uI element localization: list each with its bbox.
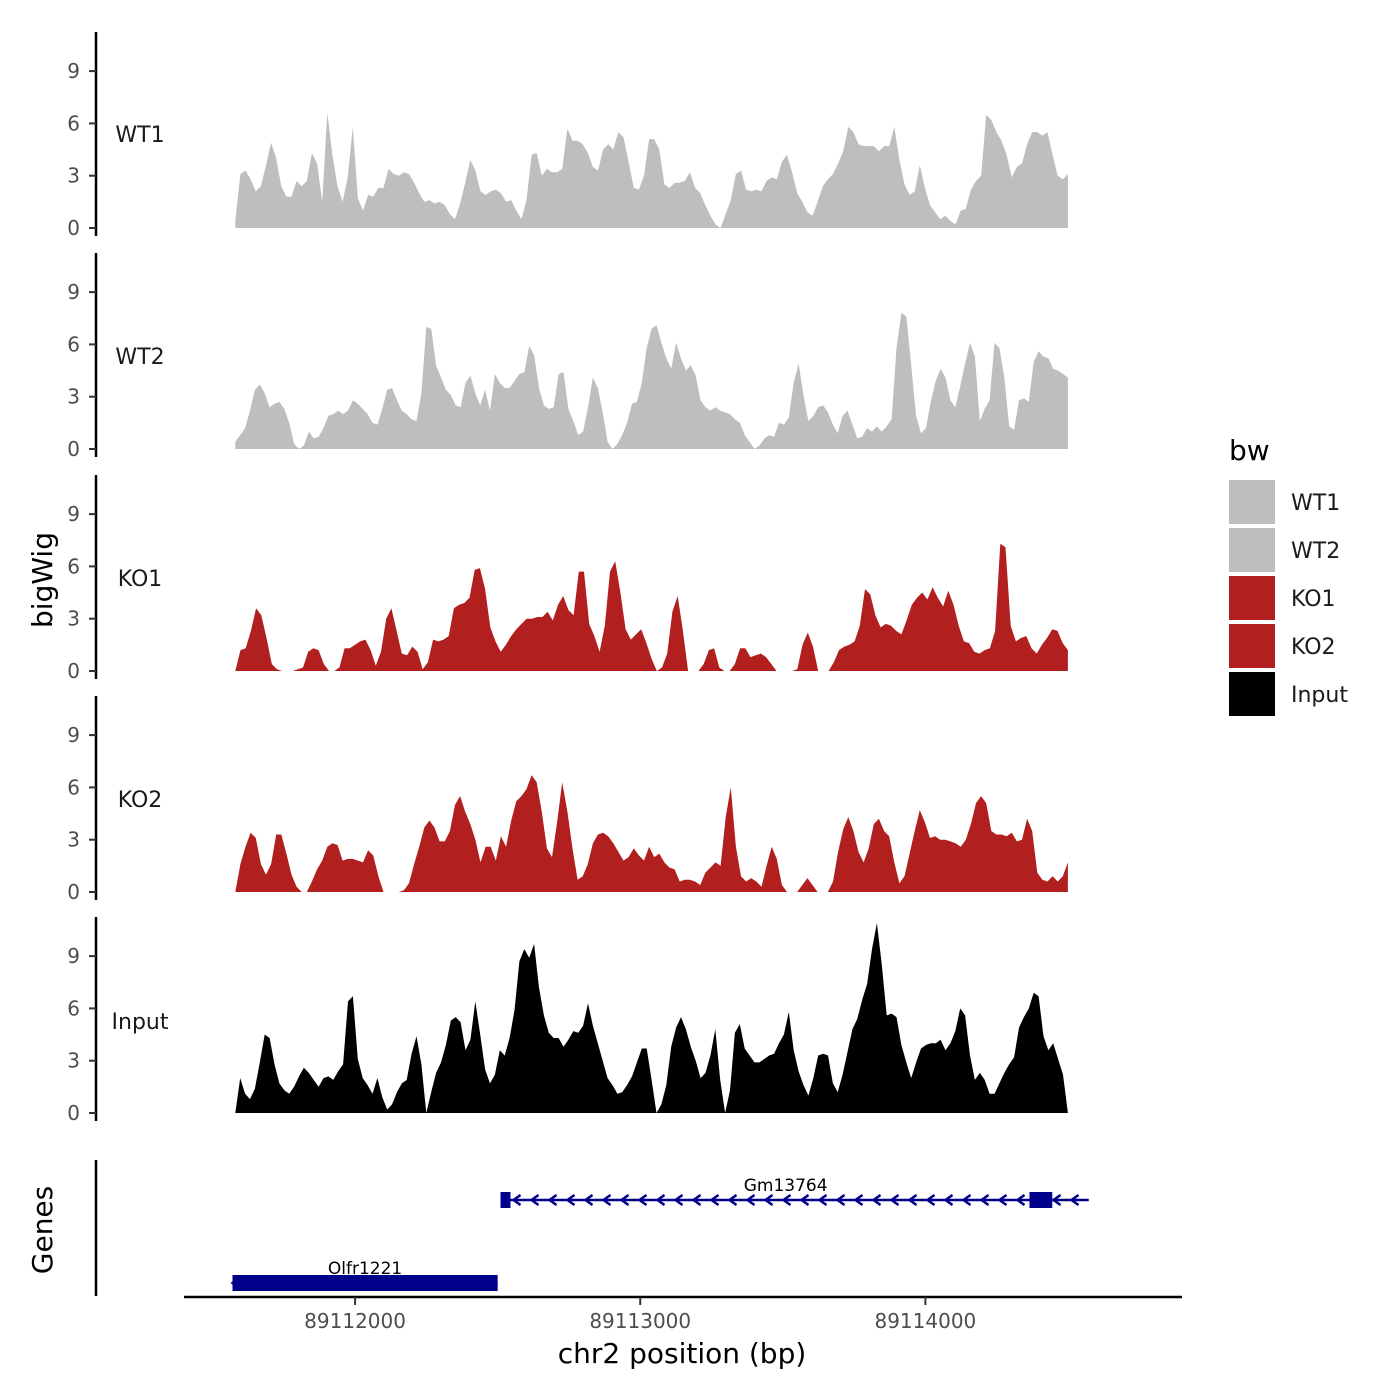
strand-arrow-icon	[673, 1193, 684, 1207]
strand-arrow-icon	[979, 1193, 990, 1207]
legend-title: bw	[1229, 434, 1270, 467]
strand-arrow-icon	[763, 1193, 774, 1207]
strand-arrow-icon	[1069, 1193, 1080, 1207]
coverage-area-ko2	[235, 775, 1068, 892]
track-label-input: Input	[112, 1010, 169, 1035]
strand-arrow-icon	[637, 1193, 648, 1207]
x-tick-label: 89114000	[874, 1309, 976, 1333]
strand-arrow-icon	[799, 1193, 810, 1207]
strand-arrow-icon	[961, 1193, 972, 1207]
coverage-area-wt1	[235, 112, 1068, 228]
legend-label-input: Input	[1291, 683, 1348, 708]
gene-olfr1221: Olfr1221	[230, 1259, 498, 1291]
legend-key-wt2	[1229, 528, 1275, 572]
y-tick-label: 3	[67, 828, 80, 852]
panel-input: 0 3 6 9	[67, 917, 1068, 1125]
strand-arrow-icon	[691, 1193, 702, 1207]
strand-arrow-icon	[619, 1193, 630, 1207]
coverage-area-input	[235, 923, 1068, 1113]
legend: bw WT1 WT2 KO1 KO2 Input	[1229, 434, 1348, 716]
y-axis-title: bigWig	[26, 532, 59, 628]
strand-arrow-icon	[529, 1193, 540, 1207]
strand-arrow-icon	[1051, 1193, 1062, 1207]
legend-label-ko1: KO1	[1291, 587, 1336, 612]
strand-arrow-icon	[511, 1193, 522, 1207]
legend-label-ko2: KO2	[1291, 635, 1336, 660]
track-label-wt2: WT2	[115, 345, 164, 370]
genes-axis-title: Genes	[26, 1186, 59, 1274]
strand-arrow-icon	[601, 1193, 612, 1207]
y-tick-label: 3	[67, 385, 80, 409]
legend-key-ko1	[1229, 576, 1275, 620]
coverage-area-ko1	[235, 543, 1068, 671]
strand-arrow-icon	[230, 1277, 239, 1289]
panel-wt1: 0 3 6 9	[67, 32, 1068, 240]
track-label-ko2: KO2	[118, 788, 163, 813]
y-tick-label: 9	[67, 944, 80, 968]
y-tick-label: 6	[67, 111, 80, 135]
y-tick-label: 9	[67, 59, 80, 83]
x-axis-title: chr2 position (bp)	[558, 1337, 807, 1370]
legend-key-ko2	[1229, 624, 1275, 668]
gene-exon	[500, 1192, 511, 1208]
strand-arrow-icon	[655, 1193, 666, 1207]
legend-key-wt1	[1229, 480, 1275, 524]
panel-ko2: 0 3 6 9	[67, 696, 1068, 904]
strand-arrow-icon	[583, 1193, 594, 1207]
track-label-ko1: KO1	[118, 567, 163, 592]
coverage-panels: 0 3 6 9 0 3 6 9 0 3 6 9 0 3 6 9 0 3 6 9	[67, 32, 1068, 1125]
strand-arrow-icon	[709, 1193, 720, 1207]
strand-arrow-icon	[1015, 1193, 1026, 1207]
y-tick-label: 6	[67, 996, 80, 1020]
panel-ko1: 0 3 6 9	[67, 475, 1068, 683]
strand-arrow-icon	[565, 1193, 576, 1207]
gene-exon	[232, 1275, 498, 1291]
legend-key-input	[1229, 672, 1275, 716]
strand-arrow-icon	[817, 1193, 828, 1207]
strand-arrow-icon	[925, 1193, 936, 1207]
track-labels: WT1 WT2 KO1 KO2 Input	[112, 123, 169, 1035]
x-tick-label: 89112000	[304, 1309, 406, 1333]
y-tick-label: 9	[67, 280, 80, 304]
legend-label-wt1: WT1	[1291, 491, 1340, 516]
strand-arrow-icon	[547, 1193, 558, 1207]
gene-exon	[1029, 1192, 1053, 1208]
coverage-area-wt2	[235, 313, 1068, 449]
strand-arrow-icon	[745, 1193, 756, 1207]
track-label-wt1: WT1	[115, 123, 164, 148]
strand-arrow-icon	[781, 1193, 792, 1207]
y-tick-label: 3	[67, 607, 80, 631]
strand-arrow-icon	[997, 1193, 1008, 1207]
y-tick-label: 6	[67, 554, 80, 578]
y-tick-label: 0	[67, 659, 80, 683]
y-tick-label: 0	[67, 437, 80, 461]
y-tick-label: 6	[67, 332, 80, 356]
y-tick-label: 9	[67, 502, 80, 526]
y-tick-label: 0	[67, 880, 80, 904]
strand-arrow-icon	[835, 1193, 846, 1207]
gene-label: Olfr1221	[328, 1259, 402, 1279]
y-tick-label: 0	[67, 216, 80, 240]
y-tick-label: 6	[67, 775, 80, 799]
x-tick-label: 89113000	[589, 1309, 691, 1333]
gene-label: Gm13764	[744, 1176, 828, 1196]
y-tick-label: 9	[67, 723, 80, 747]
strand-arrow-icon	[727, 1193, 738, 1207]
genes-panel: Genes Olfr1221 Gm13764	[26, 1160, 1089, 1296]
y-tick-label: 0	[67, 1101, 80, 1125]
strand-arrow-icon	[889, 1193, 900, 1207]
y-tick-label: 3	[67, 1049, 80, 1073]
x-axis: 89112000 89113000 89114000	[184, 1295, 1182, 1333]
y-tick-label: 3	[67, 164, 80, 188]
gene-gm13764: Gm13764	[500, 1176, 1089, 1208]
panel-wt2: 0 3 6 9	[67, 253, 1068, 461]
strand-arrow-icon	[871, 1193, 882, 1207]
strand-arrow-icon	[853, 1193, 864, 1207]
legend-label-wt2: WT2	[1291, 539, 1340, 564]
strand-arrow-icon	[943, 1193, 954, 1207]
strand-arrow-icon	[907, 1193, 918, 1207]
